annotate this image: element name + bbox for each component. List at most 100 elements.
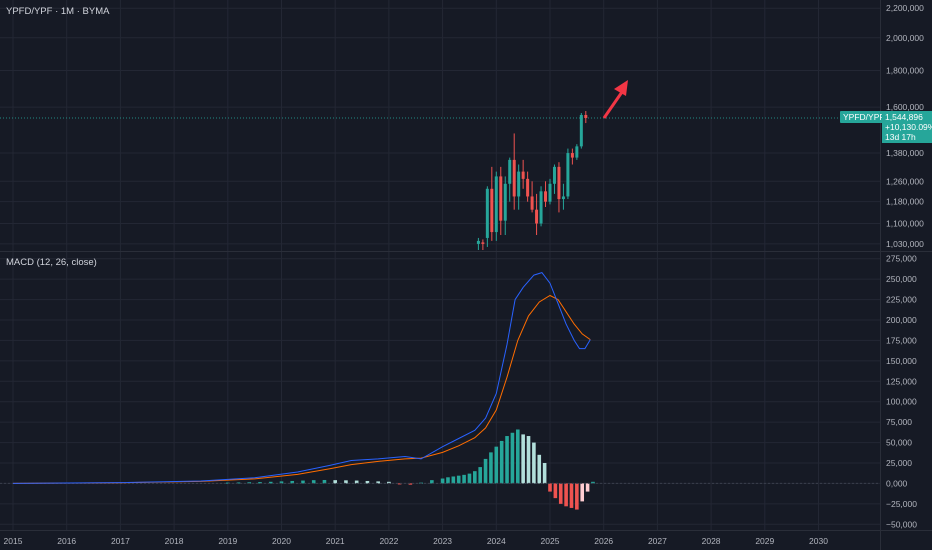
candle — [481, 239, 485, 250]
histogram-bar — [365, 480, 370, 484]
histogram-bar — [344, 480, 348, 484]
candle-body — [539, 191, 543, 224]
time-tick-label: 2018 — [165, 536, 184, 546]
candle-body — [508, 159, 512, 184]
candle — [570, 148, 574, 165]
candle — [575, 144, 579, 160]
histogram-bar — [467, 473, 472, 484]
candle-body — [584, 114, 588, 118]
candle-body — [476, 240, 480, 244]
macd-tick-label: −50,000 — [886, 519, 917, 529]
histogram-bar — [258, 482, 262, 484]
histogram-bar — [532, 442, 536, 484]
candle-body — [557, 166, 561, 200]
arrow-annotation — [602, 80, 628, 119]
time-tick-label: 2019 — [218, 536, 237, 546]
candle-body — [494, 176, 498, 233]
macd-title[interactable]: MACD (12, 26, close) — [6, 257, 97, 268]
candle — [544, 181, 548, 207]
last-price-value: 1,544,896 — [885, 112, 923, 122]
histogram-bar — [526, 436, 531, 484]
histogram-bar — [376, 481, 380, 484]
histogram-bar — [462, 474, 466, 484]
histogram-bar — [569, 483, 574, 508]
histogram-bar — [301, 480, 305, 484]
histogram-bar — [548, 483, 552, 492]
histogram-bar — [494, 446, 499, 484]
candle — [521, 159, 525, 189]
histogram-bar — [515, 429, 520, 484]
macd-tick-label: 100,000 — [886, 397, 917, 407]
macd-tick-label: 25,000 — [886, 458, 912, 468]
candle-body — [566, 153, 570, 197]
candle-body — [499, 176, 503, 221]
macd-tick-label: 250,000 — [886, 274, 917, 284]
histogram-bar — [585, 483, 590, 492]
candle-body — [575, 146, 579, 158]
macd-histogram — [226, 429, 595, 510]
candle-body — [517, 171, 521, 197]
histogram-bar — [226, 482, 230, 484]
histogram-bar — [499, 440, 504, 484]
macd-tick-label: 50,000 — [886, 438, 912, 448]
macd-tick-label: −25,000 — [886, 499, 917, 509]
candle-body — [485, 188, 489, 238]
histogram-bar — [333, 480, 337, 484]
histogram-bar — [279, 481, 284, 484]
histogram-bar — [510, 432, 515, 484]
macd-tick-label: 175,000 — [886, 335, 917, 345]
symbol-title[interactable]: YPFD/YPF · 1M · BYMA — [6, 6, 110, 17]
last-price-change: +10,130.09% — [885, 122, 932, 132]
candle — [503, 176, 507, 235]
candle-body — [579, 114, 583, 147]
time-tick-label: 2021 — [326, 536, 345, 546]
candle — [499, 166, 503, 235]
time-tick-label: 2030 — [809, 536, 828, 546]
price-tick-label: 1,260,000 — [886, 176, 924, 186]
histogram-bar — [430, 480, 434, 484]
histogram-bar — [247, 482, 252, 484]
candle — [548, 178, 552, 205]
candle — [517, 164, 521, 210]
macd-tick-label: 75,000 — [886, 417, 912, 427]
histogram-bar — [236, 482, 241, 484]
candle — [490, 166, 494, 241]
price-tick-label: 1,030,000 — [886, 239, 924, 249]
candle — [535, 193, 539, 235]
time-tick-label: 2025 — [541, 536, 560, 546]
histogram-bar — [575, 483, 579, 510]
histogram-bar — [558, 483, 563, 504]
candle-body — [512, 159, 516, 197]
bar-countdown: 13d 17h — [885, 132, 916, 142]
price-tick-label: 1,100,000 — [886, 218, 924, 228]
histogram-bar — [542, 462, 547, 484]
candle — [566, 148, 570, 200]
candle — [508, 157, 512, 202]
price-tick-label: 1,800,000 — [886, 66, 924, 76]
histogram-bar — [311, 480, 316, 484]
candle-body — [530, 196, 534, 210]
candle-body — [481, 242, 485, 244]
candle — [584, 111, 588, 124]
time-tick-label: 2027 — [648, 536, 667, 546]
grid-lines — [0, 0, 880, 530]
time-tick-label: 2024 — [487, 536, 506, 546]
histogram-bar — [580, 483, 585, 502]
histogram-bar — [505, 436, 509, 484]
candle — [512, 133, 516, 210]
histogram-bar — [478, 467, 482, 484]
histogram-bar — [408, 483, 413, 485]
candle-body — [526, 178, 530, 197]
macd-tick-label: 225,000 — [886, 295, 917, 305]
candle — [579, 112, 583, 149]
histogram-bar — [451, 476, 456, 484]
time-tick-label: 2017 — [111, 536, 130, 546]
time-tick-label: 2020 — [272, 536, 291, 546]
time-tick-label: 2016 — [57, 536, 76, 546]
histogram-bar — [553, 483, 558, 499]
candle — [552, 164, 556, 194]
candle-body — [490, 188, 494, 233]
time-tick-label: 2026 — [594, 536, 613, 546]
candle — [539, 186, 543, 227]
